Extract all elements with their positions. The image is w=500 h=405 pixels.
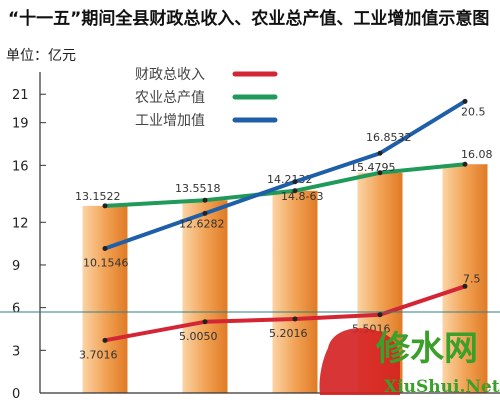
data-label: 14.2132 — [267, 173, 313, 186]
data-point — [292, 179, 298, 185]
data-label: 10.1546 — [83, 257, 129, 270]
y-tick-label: 0 — [12, 387, 20, 402]
data-label: 3.7016 — [79, 348, 118, 361]
y-tick-label: 12 — [12, 216, 29, 231]
y-tick-label: 19 — [12, 117, 29, 132]
data-point — [102, 337, 108, 343]
data-label: 5.2016 — [269, 327, 308, 340]
data-point — [202, 197, 208, 203]
data-point — [377, 150, 383, 156]
chart-title: “十一五”期间全县财政总收入、农业总产值、工业增加值示意图 — [8, 8, 489, 29]
data-point — [292, 316, 298, 322]
data-label: 7.5 — [463, 272, 481, 285]
y-tick-label: 9 — [12, 259, 20, 274]
data-point — [462, 98, 468, 104]
unit-label: 单位：亿元 — [6, 48, 76, 64]
data-point — [292, 188, 298, 194]
y-tick-label: 3 — [12, 344, 20, 359]
data-label: 20.5 — [461, 105, 486, 118]
watermark-english: XiuShui.Net — [384, 377, 500, 397]
bar-2 — [182, 200, 228, 393]
data-point — [377, 170, 383, 176]
data-label: 13.1522 — [75, 190, 121, 203]
y-axis: 0 3 6 9 12 16 19 21 — [12, 72, 500, 402]
data-label: 16.8532 — [366, 131, 412, 144]
legend-label-3: 工业增加值 — [135, 113, 205, 129]
bar-3 — [272, 190, 318, 393]
data-point — [102, 203, 108, 209]
y-tick-label: 6 — [12, 302, 20, 317]
bar-1 — [82, 205, 128, 393]
data-label: 12.6282 — [179, 217, 225, 230]
watermark-red-shape — [319, 328, 400, 395]
bars-layer — [82, 164, 488, 393]
legend-label-2: 农业总产值 — [135, 90, 205, 106]
data-label: 14.8-63 — [281, 190, 323, 203]
data-label: 13.5518 — [175, 182, 221, 195]
data-point — [102, 246, 108, 252]
legend-label-1: 财政总收入 — [135, 67, 205, 83]
data-label: 5.0050 — [179, 330, 218, 343]
watermark: 修水网 XiuShui.Net — [319, 328, 500, 397]
data-point — [202, 210, 208, 216]
watermark-chinese: 修水网 — [375, 329, 478, 369]
data-point — [462, 161, 468, 167]
data-label: 16.08 — [461, 148, 493, 161]
bar-5 — [442, 164, 488, 393]
data-point — [377, 312, 383, 318]
data-label: 15.4795 — [350, 161, 396, 174]
y-tick-label: 21 — [12, 88, 29, 103]
y-tick-label: 16 — [12, 159, 29, 174]
data-point — [462, 283, 468, 289]
data-point — [202, 319, 208, 325]
